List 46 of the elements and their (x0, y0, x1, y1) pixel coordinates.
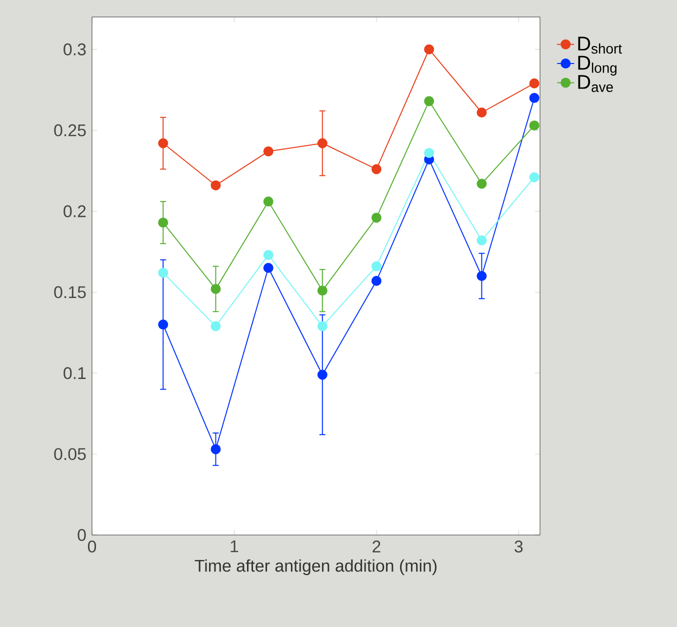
point (158, 268, 168, 278)
y-tick-label: 0.2 (64, 205, 86, 218)
point (317, 286, 328, 296)
point (476, 108, 487, 118)
point (317, 321, 328, 332)
y-tick-label: 0.25 (54, 124, 86, 136)
point (476, 235, 487, 246)
point (371, 276, 382, 286)
point (210, 321, 221, 332)
x-tick-label: 0 (88, 540, 96, 553)
x-tick-label: 1 (230, 540, 238, 552)
point (158, 138, 168, 148)
y-tick-label: 0.3 (64, 43, 86, 56)
legend-label: D$_{long}$ (578, 56, 616, 76)
point (424, 148, 434, 158)
point (263, 250, 274, 260)
y-tick-label: 0.15 (54, 286, 86, 298)
point (476, 178, 487, 189)
point (210, 180, 221, 190)
point (424, 44, 434, 54)
point (371, 212, 382, 223)
point (158, 218, 168, 228)
y-tick-label: 0.05 (54, 448, 86, 460)
point (263, 196, 274, 207)
legend-label: D$_{short}$ (578, 36, 622, 54)
x-tick-label: 2 (372, 540, 380, 552)
point (317, 138, 328, 148)
x-tick-label: 3 (514, 540, 523, 553)
point (476, 270, 487, 281)
y-tick-label: 0.1 (64, 367, 86, 380)
y-tick-label: 0 (78, 529, 86, 541)
point (317, 370, 328, 380)
point (529, 92, 540, 103)
point (158, 320, 168, 330)
point (210, 284, 221, 294)
x-axis-title: Time after antigen addition (min) (194, 559, 437, 576)
point (371, 164, 382, 174)
point (263, 262, 274, 273)
point (371, 261, 382, 272)
point (424, 96, 434, 106)
point (210, 444, 221, 454)
point (263, 146, 274, 156)
legend-label: D$_{ave}$ (578, 75, 613, 92)
point (529, 78, 540, 88)
point (529, 172, 540, 182)
point (529, 120, 540, 130)
